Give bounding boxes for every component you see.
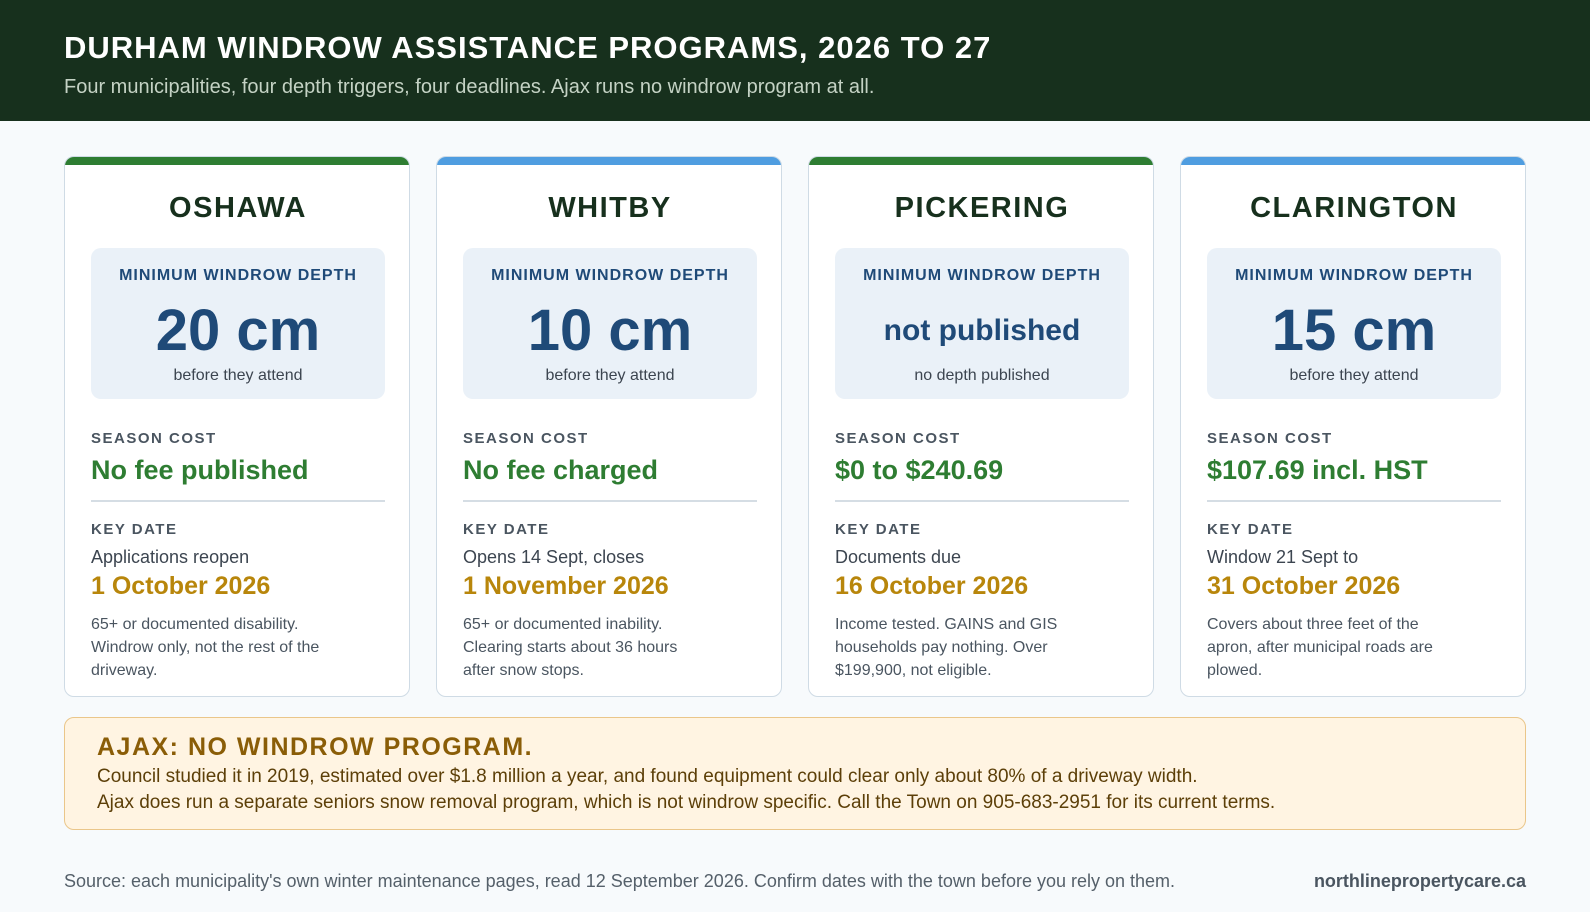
card-note: Income tested. GAINS and GIS households … <box>835 616 1058 679</box>
key-date-label: KEY DATE <box>1207 521 1294 538</box>
depth-label: MINIMUM WINDROW DEPTH <box>863 267 1101 284</box>
card-divider <box>835 500 1129 502</box>
card-divider <box>1207 500 1501 502</box>
season-cost-label: SEASON COST <box>91 430 217 447</box>
ajax-notice-title: AJAX: NO WINDROW PROGRAM. <box>97 733 534 761</box>
page-header: DURHAM WINDROW ASSISTANCE PROGRAMS, 2026… <box>0 0 1590 121</box>
key-date-label: KEY DATE <box>835 521 922 538</box>
ajax-notice-line: Council studied it in 2019, estimated ov… <box>97 766 1198 787</box>
card-clarington: CLARINGTON MINIMUM WINDROW DEPTH 15 cm b… <box>1180 156 1526 697</box>
key-date-intro: Window 21 Sept to <box>1207 547 1359 567</box>
depth-label: MINIMUM WINDROW DEPTH <box>119 267 357 284</box>
depth-label: MINIMUM WINDROW DEPTH <box>1235 267 1473 284</box>
season-cost-value: No fee charged <box>463 455 659 485</box>
card-municipality-name: PICKERING <box>894 192 1070 224</box>
card-oshawa: OSHAWA MINIMUM WINDROW DEPTH 20 cm befor… <box>64 156 410 697</box>
card-divider <box>463 500 757 502</box>
key-date-intro: Documents due <box>835 547 962 567</box>
card-accent-bar <box>65 157 409 165</box>
ajax-notice: AJAX: NO WINDROW PROGRAM. Council studie… <box>64 717 1526 830</box>
page-subtitle: Four municipalities, four depth triggers… <box>64 76 875 98</box>
card-divider <box>91 500 385 502</box>
card-whitby: WHITBY MINIMUM WINDROW DEPTH 10 cm befor… <box>436 156 782 697</box>
depth-note: before they attend <box>545 367 675 384</box>
key-date-value: 31 October 2026 <box>1207 572 1401 600</box>
key-date-label: KEY DATE <box>91 521 178 538</box>
key-date-value: 1 November 2026 <box>463 572 669 600</box>
key-date-intro: Opens 14 Sept, closes <box>463 547 645 567</box>
depth-note: no depth published <box>914 367 1050 384</box>
season-cost-value: $107.69 incl. HST <box>1207 455 1428 485</box>
source-note: Source: each municipality's own winter m… <box>64 871 1176 891</box>
card-accent-bar <box>1181 157 1525 165</box>
depth-panel: MINIMUM WINDROW DEPTH 15 cm before they … <box>1207 248 1501 399</box>
card-note: 65+ or documented disability. Windrow on… <box>91 616 320 679</box>
depth-value: not published <box>883 314 1081 347</box>
depth-panel: MINIMUM WINDROW DEPTH not published no d… <box>835 248 1129 399</box>
card-municipality-name: WHITBY <box>548 192 672 224</box>
key-date-intro: Applications reopen <box>91 547 250 567</box>
depth-value: 20 cm <box>155 298 321 363</box>
brand-link[interactable]: northlinepropertycare.ca <box>1313 871 1526 891</box>
depth-panel: MINIMUM WINDROW DEPTH 10 cm before they … <box>463 248 757 399</box>
season-cost-value: No fee published <box>91 455 309 485</box>
ajax-notice-line: Ajax does run a separate seniors snow re… <box>97 792 1276 813</box>
season-cost-label: SEASON COST <box>835 430 961 447</box>
card-pickering: PICKERING MINIMUM WINDROW DEPTH not publ… <box>808 156 1154 697</box>
key-date-value: 16 October 2026 <box>835 572 1029 600</box>
key-date-value: 1 October 2026 <box>91 572 271 600</box>
card-note: Covers about three feet of the apron, af… <box>1207 616 1433 679</box>
season-cost-value: $0 to $240.69 <box>835 455 1004 485</box>
season-cost-label: SEASON COST <box>1207 430 1333 447</box>
depth-label: MINIMUM WINDROW DEPTH <box>491 267 729 284</box>
card-municipality-name: CLARINGTON <box>1250 192 1458 224</box>
key-date-label: KEY DATE <box>463 521 550 538</box>
card-accent-bar <box>809 157 1153 165</box>
depth-note: before they attend <box>1289 367 1419 384</box>
depth-note: before they attend <box>173 367 303 384</box>
card-accent-bar <box>437 157 781 165</box>
municipality-cards: OSHAWA MINIMUM WINDROW DEPTH 20 cm befor… <box>64 156 1526 697</box>
season-cost-label: SEASON COST <box>463 430 589 447</box>
card-municipality-name: OSHAWA <box>169 192 307 224</box>
depth-value: 15 cm <box>1271 298 1437 363</box>
depth-value: 10 cm <box>527 298 693 363</box>
page-title: DURHAM WINDROW ASSISTANCE PROGRAMS, 2026… <box>64 30 992 65</box>
card-note: 65+ or documented inability. Clearing st… <box>463 616 678 679</box>
depth-panel: MINIMUM WINDROW DEPTH 20 cm before they … <box>91 248 385 399</box>
